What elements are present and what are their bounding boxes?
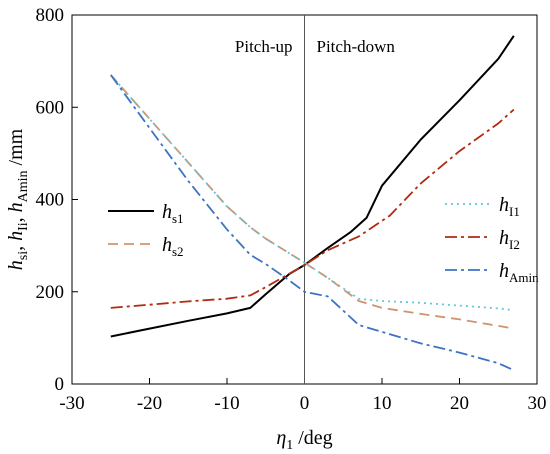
y-tick-label: 0 bbox=[55, 374, 65, 395]
legend-label-hs1: hs1 bbox=[162, 201, 184, 226]
legend-label-hs2: hs2 bbox=[162, 234, 184, 259]
x-tick-label: -20 bbox=[137, 393, 162, 414]
series-line-hamin bbox=[110, 74, 515, 372]
series-line-hi1 bbox=[110, 74, 514, 312]
x-tick-label: -10 bbox=[214, 393, 239, 414]
annotation-pitch-up: Pitch-up bbox=[235, 37, 293, 56]
series-line-hs1 bbox=[110, 35, 515, 338]
x-tick-label: 0 bbox=[300, 393, 310, 414]
y-tick-label: 400 bbox=[36, 190, 65, 211]
series-layer bbox=[110, 35, 515, 372]
y-tick-label: 200 bbox=[36, 282, 65, 303]
x-tick-label: 10 bbox=[373, 393, 392, 414]
annotation-pitch-down: Pitch-down bbox=[317, 37, 396, 56]
x-tick-label: -30 bbox=[59, 393, 84, 414]
legend-label-hi1: hI1 bbox=[499, 194, 520, 219]
series-line-hs2 bbox=[110, 74, 514, 330]
legend: hs1 hs2 hI1 hI2 hAmin bbox=[108, 194, 539, 285]
legend-label-hi2: hI2 bbox=[499, 227, 520, 252]
y-tick-label: 800 bbox=[36, 5, 65, 26]
x-tick-label: 20 bbox=[450, 393, 469, 414]
axes: -30 -20 -10 0 10 20 30 0 200 400 600 800 bbox=[36, 5, 547, 414]
y-axis-label: hsi, hIi, hAmin /mm bbox=[5, 128, 31, 270]
x-axis-label: η1 /deg bbox=[276, 427, 332, 453]
y-tick-label: 600 bbox=[36, 97, 65, 118]
legend-label-hamin: hAmin bbox=[499, 260, 539, 285]
series-line-hi2 bbox=[110, 108, 515, 309]
x-tick-label: 30 bbox=[528, 393, 547, 414]
